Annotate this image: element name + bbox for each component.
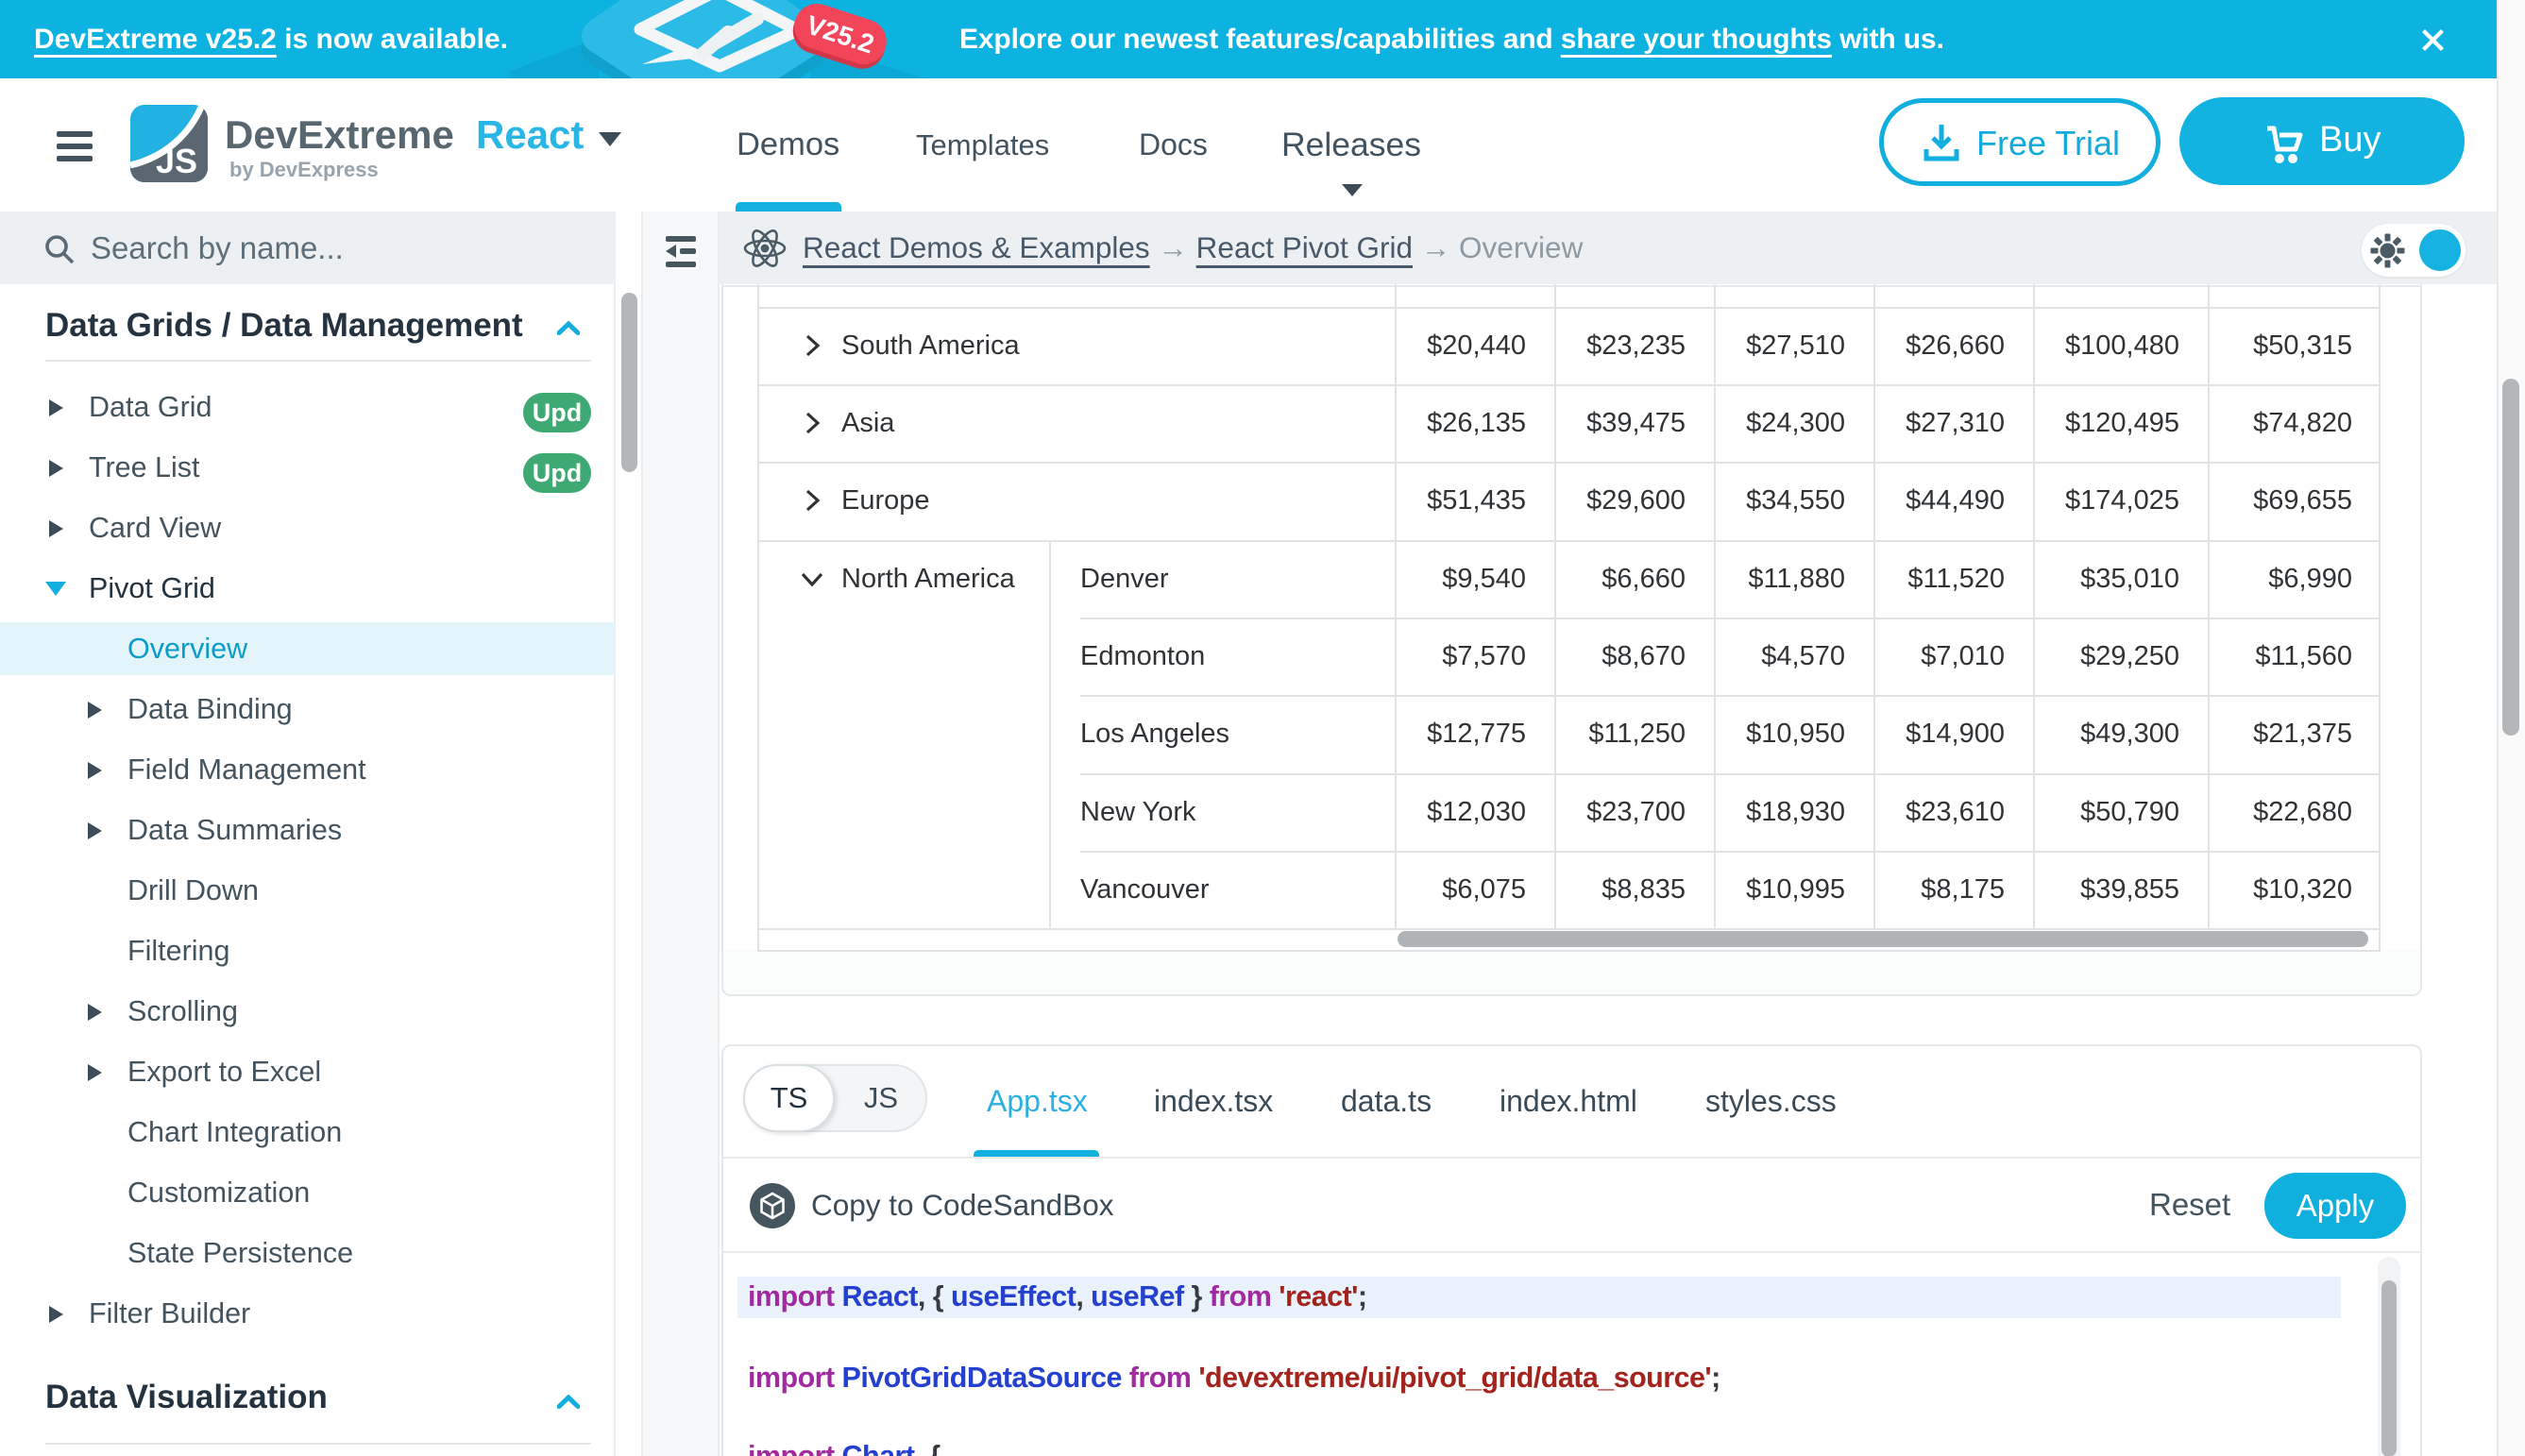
svg-text:JS: JS bbox=[156, 142, 197, 180]
